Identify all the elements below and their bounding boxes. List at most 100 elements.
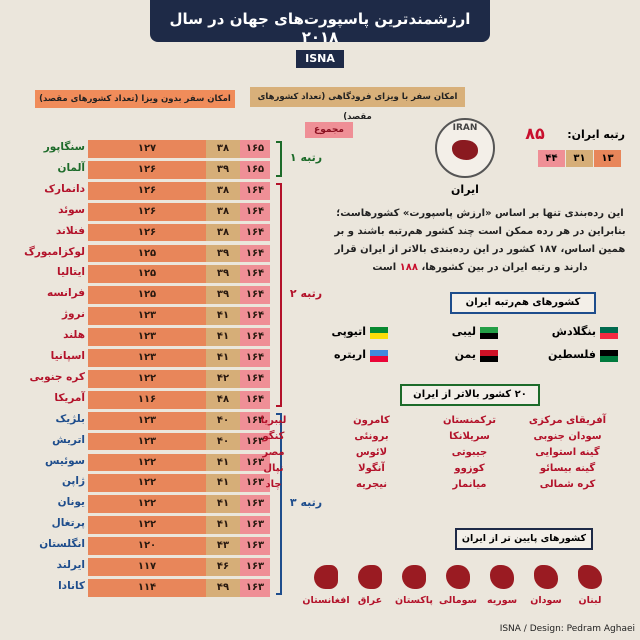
country-name: لوکزامبورگ <box>24 245 85 258</box>
same-rank-country: فلسطین <box>548 348 596 361</box>
header-total: مجموع <box>305 122 353 138</box>
rank-bracket <box>276 141 282 177</box>
agency: ISNA <box>296 50 344 68</box>
total-cell: ۱۶۳ <box>240 516 270 535</box>
below-country: سومالی <box>439 595 477 606</box>
visa-free-cell: ۱۲۷ <box>88 140 206 158</box>
country-name: بلژیک <box>55 412 85 425</box>
above-country: لیبریا <box>260 415 287 426</box>
total-cell: ۱۶۳ <box>240 474 270 493</box>
country-shape <box>534 565 558 589</box>
total-cell: ۱۶۴ <box>240 244 270 263</box>
above-country: سودان جنوبی <box>533 431 602 442</box>
on-arrival-cell: ۴۹ <box>206 578 240 597</box>
total-cell: ۱۶۳ <box>240 578 270 597</box>
footer-credit: ISNA / Design: Pedram Aghaei <box>499 624 635 634</box>
above-country: جیبوتی <box>451 447 488 458</box>
total-cell: ۱۶۵ <box>240 160 270 179</box>
on-arrival-cell: ۳۹ <box>206 160 240 179</box>
rank-label: رتبه ۳ <box>289 495 323 509</box>
same-rank-country: اتیوپی <box>331 325 366 338</box>
above-country: کره شمالی <box>539 479 596 490</box>
visa-free-cell: ۱۲۶ <box>88 223 206 242</box>
above-title: ۲۰ کشور بالاتر از ایران <box>400 384 540 406</box>
visa-free-cell: ۱۲۳ <box>88 307 206 326</box>
note-part: است <box>372 262 400 273</box>
total-cell: ۱۶۳ <box>240 537 270 555</box>
same-rank-country: یمن <box>454 348 476 361</box>
country-shape <box>402 565 426 589</box>
on-arrival-cell: ۳۸ <box>206 202 240 221</box>
on-arrival-cell: ۴۸ <box>206 390 240 409</box>
visa-free-cell: ۱۲۲ <box>88 453 206 472</box>
above-country: کامرون <box>353 415 390 426</box>
above-country: گینه بیسائو <box>539 463 596 474</box>
iran-rank-label: رتبه ایران: <box>567 128 625 141</box>
note-part: این رده‌بندی تنها بر اساس «ارزش پاسپورت»… <box>334 208 626 273</box>
country-name: فرانسه <box>46 287 85 300</box>
country-name: ایرلند <box>56 559 85 571</box>
country-name: سوئیس <box>45 454 85 467</box>
total-cell: ۱۶۴ <box>240 307 270 326</box>
country-name: آلمان <box>57 161 86 174</box>
iran-name: ایران <box>451 183 479 196</box>
total-cell: ۱۶۳ <box>240 495 270 514</box>
iran-stamp-text: IRAN <box>452 123 478 133</box>
on-arrival-cell: ۴۲ <box>206 369 240 388</box>
country-name: اتریش <box>52 433 85 446</box>
header-on-arrival: امکان سفر با ویزای فرودگاهی (تعداد کشوره… <box>250 87 465 122</box>
total-cell: ۱۶۴ <box>240 202 270 221</box>
rank-label: رتبه ۱ <box>289 150 323 164</box>
total-cell: ۱۶۴ <box>240 286 270 305</box>
on-arrival-cell: ۳۹ <box>206 265 240 284</box>
iran-note: این رده‌بندی تنها بر اساس «ارزش پاسپورت»… <box>330 205 630 277</box>
country-shape <box>446 565 470 589</box>
flag <box>480 327 498 339</box>
country-name: ژاپن <box>61 475 85 488</box>
same-rank-title: کشورهای هم‌رتبه ایران <box>450 292 596 314</box>
visa-free-cell: ۱۲۲ <box>88 516 206 535</box>
above-country: مصر <box>262 447 285 458</box>
country-shape <box>578 565 602 589</box>
total-cell: ۱۶۵ <box>240 140 270 158</box>
rank-bracket <box>276 182 282 407</box>
visa-free-cell: ۱۲۵ <box>88 244 206 263</box>
above-country: چاد <box>265 479 282 490</box>
total-cell: ۱۶۳ <box>240 558 270 576</box>
total-cell: ۱۶۴ <box>240 181 270 200</box>
country-name: فنلاند <box>55 224 85 237</box>
country-name: پرتغال <box>51 517 85 530</box>
country-name: سوئد <box>58 203 85 216</box>
above-country: نیجریه <box>355 479 388 490</box>
on-arrival-cell: ۴۱ <box>206 495 240 514</box>
on-arrival-cell: ۳۸ <box>206 223 240 242</box>
country-name: انگلستان <box>39 538 85 551</box>
visa-free-cell: ۱۲۰ <box>88 537 206 555</box>
above-country: آنگولا <box>358 463 385 474</box>
above-country: نپال <box>263 463 284 474</box>
total-cell: ۱۶۳ <box>240 411 270 430</box>
country-name: کره جنوبی <box>29 370 86 383</box>
on-arrival-cell: ۴۱ <box>206 453 240 472</box>
below-country: سودان <box>530 595 562 606</box>
above-country: آفریقای مرکزی <box>528 415 607 426</box>
below-title: کشورهای پایین تر از ایران <box>455 528 593 550</box>
total-cell: ۱۶۳ <box>240 453 270 472</box>
visa-free-cell: ۱۲۳ <box>88 432 206 451</box>
visa-free-cell: ۱۲۶ <box>88 160 206 179</box>
visa-free-cell: ۱۱۷ <box>88 558 206 576</box>
total-cell: ۱۶۴ <box>240 349 270 367</box>
visa-free-cell: ۱۲۲ <box>88 474 206 493</box>
same-rank-country: بنگلادش <box>551 325 596 338</box>
same-rank-country: لیبی <box>451 325 476 338</box>
total-cell: ۱۶۴ <box>240 265 270 284</box>
country-shape <box>490 565 514 589</box>
on-arrival-cell: ۳۹ <box>206 244 240 263</box>
visa-free-cell: ۱۲۵ <box>88 286 206 305</box>
visa-free-cell: ۱۱۶ <box>88 390 206 409</box>
on-arrival-cell: ۴۳ <box>206 537 240 555</box>
flag <box>600 350 618 362</box>
total-cell: ۱۶۴ <box>240 390 270 409</box>
visa-free-cell: ۱۱۴ <box>88 578 206 597</box>
